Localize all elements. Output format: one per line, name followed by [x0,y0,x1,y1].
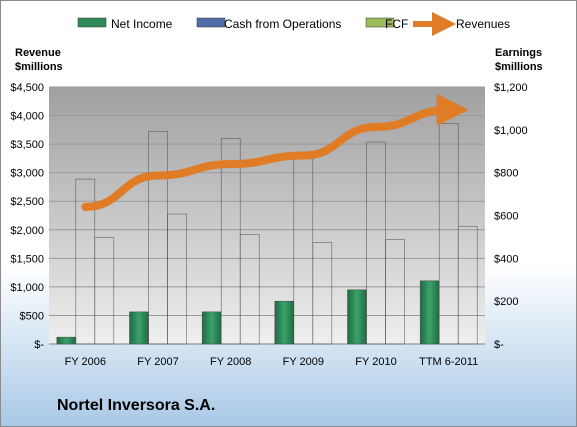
right-tick-label: $600 [494,211,518,223]
right-axis-ticks: $- $200 $400 $600 $800 $1,000 $1,200 [494,82,528,351]
net-income-bar [201,311,222,345]
legend-net-income-swatch [77,17,107,28]
net-income-bar [347,289,367,345]
fcf-bar [385,239,405,345]
plot-area [49,87,485,344]
right-axis-label-line1: Earnings [495,47,542,59]
left-tick-label: $1,500 [10,253,44,265]
left-tick-label: $3,000 [10,168,44,180]
net-income-bar [274,300,295,345]
left-tick-label: $2,000 [10,225,44,237]
right-axis-label-line2: $millions [495,61,543,73]
category-labels: FY 2006 FY 2007 FY 2008 FY 2009 FY 2010 TTM 6… [65,356,479,368]
revenues-line [81,93,469,211]
fcf-bar [239,234,260,345]
legend: Net Income Cash from Operations FCF Revenue… [77,12,510,36]
net-income-bar [56,336,77,345]
fcf-bar [457,225,478,345]
legend-net-income-label: Net Income [111,17,173,31]
left-tick-label: $4,000 [10,111,44,123]
revenues-line-path [81,93,469,211]
left-axis-label-line1: Revenue [15,47,61,59]
legend-fcf-swatch [365,17,395,28]
gridlines [49,86,485,345]
right-tick-label: $1,200 [494,82,528,94]
right-tick-label: $1,000 [494,125,528,137]
fcf-bar [94,237,115,345]
left-tick-label: $1,000 [10,282,44,294]
left-tick-label: $500 [20,310,44,322]
left-tick-label: $3,500 [10,139,44,151]
left-tick-label: $2,500 [10,196,44,208]
category-label: FY 2008 [210,356,251,368]
category-label: TTM 6-2011 [419,356,478,368]
right-tick-label: $- [494,339,504,351]
fcf-bar [167,213,187,345]
legend-cash-from-operations-label: Cash from Operations [224,17,341,31]
legend-cash-from-operations-swatch [196,17,226,28]
left-axis-ticks: $- $500 $1,000 $1,500 $2,000 $2,500 $3,000 $3,5… [10,82,44,351]
net-income-bar [419,280,440,345]
bars [56,123,478,345]
left-tick-label: $- [34,339,44,351]
fcf-bar [312,242,333,345]
category-label: FY 2010 [355,356,396,368]
category-label: FY 2009 [283,356,324,368]
legend-revenues-label: Revenues [456,17,510,31]
right-tick-label: $400 [494,253,518,265]
right-tick-label: $200 [494,296,518,308]
category-label: FY 2007 [137,356,178,368]
company-name: Nortel Inversora S.A. [57,397,216,414]
net-income-bar [129,311,149,345]
legend-fcf-label: FCF [385,17,408,31]
category-label: FY 2006 [65,356,106,368]
right-tick-label: $800 [494,168,518,180]
left-tick-label: $4,500 [10,82,44,94]
left-axis-label-line2: $millions [15,61,63,73]
